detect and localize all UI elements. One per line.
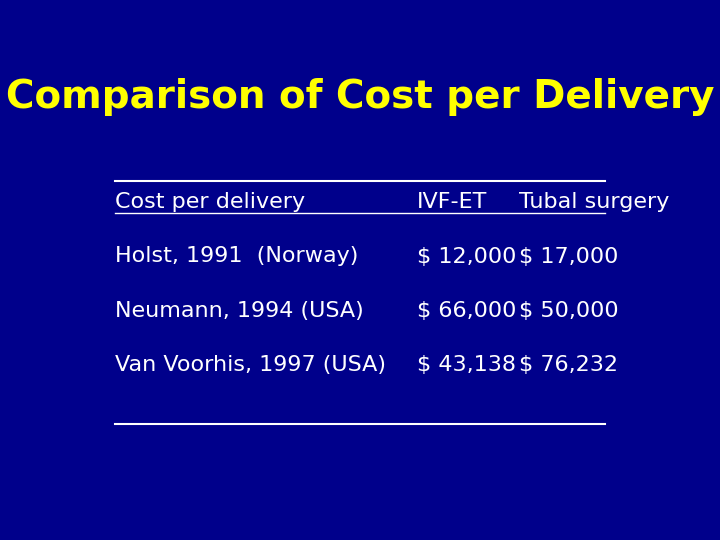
Text: Tubal surgery: Tubal surgery (519, 192, 670, 213)
Text: $ 43,138: $ 43,138 (417, 354, 516, 375)
Text: Neumann, 1994 (USA): Neumann, 1994 (USA) (115, 300, 364, 321)
Text: $ 66,000: $ 66,000 (417, 300, 516, 321)
Text: IVF-ET: IVF-ET (417, 192, 487, 213)
Text: $ 50,000: $ 50,000 (519, 300, 619, 321)
Text: Cost per delivery: Cost per delivery (115, 192, 305, 213)
Text: Comparison of Cost per Delivery: Comparison of Cost per Delivery (6, 78, 714, 116)
Text: Van Voorhis, 1997 (USA): Van Voorhis, 1997 (USA) (115, 354, 386, 375)
Text: $ 17,000: $ 17,000 (519, 246, 618, 267)
Text: $ 76,232: $ 76,232 (519, 354, 618, 375)
Text: Holst, 1991  (Norway): Holst, 1991 (Norway) (115, 246, 359, 267)
Text: $ 12,000: $ 12,000 (417, 246, 516, 267)
